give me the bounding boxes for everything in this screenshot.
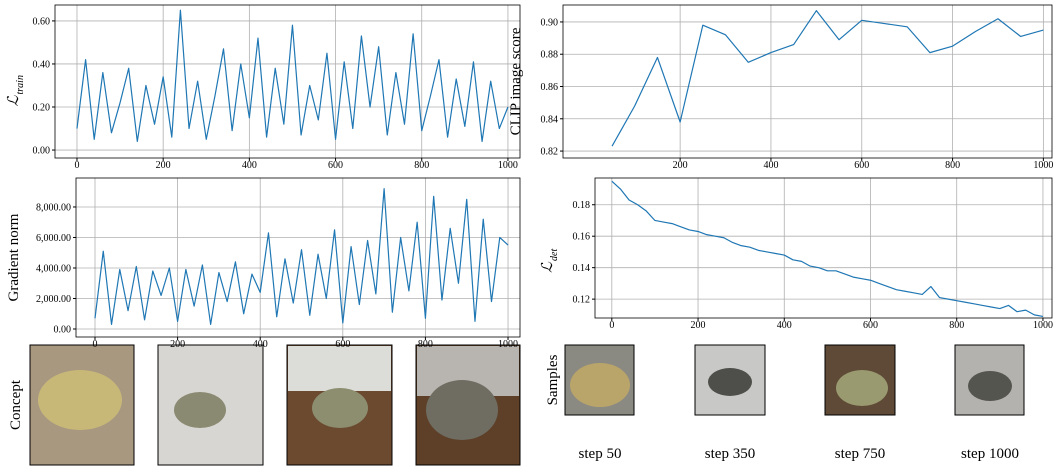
- figurine: [38, 370, 122, 430]
- x-tick-label: 200: [673, 160, 688, 171]
- x-tick-label: 200: [691, 320, 706, 331]
- y-axis-label: CLIP image score: [508, 27, 524, 135]
- chart: 200 400 600 800 1000 0.82 0.84 0.86 0.88 0.90 CLIP…: [508, 4, 1053, 171]
- sample-caption: step 50: [579, 446, 622, 462]
- y-tick-label: 0.90: [541, 17, 559, 28]
- x-tick-label: 800: [414, 160, 429, 171]
- data-line: [611, 10, 1044, 147]
- y-tick-label: 0.14: [573, 263, 591, 274]
- x-tick-label: 200: [170, 339, 185, 350]
- data-line: [94, 188, 509, 326]
- y-tick-label: 0.12: [573, 295, 591, 306]
- samples-label: Samples: [545, 354, 561, 405]
- x-tick-label: 400: [763, 160, 778, 171]
- x-tick-label: 600: [335, 339, 350, 350]
- y-axis-label-subscript: det: [549, 249, 560, 261]
- x-tick-label: 400: [777, 320, 792, 331]
- x-tick-label: 1000: [498, 160, 518, 171]
- figurine: [174, 392, 226, 428]
- figurine: [312, 388, 368, 428]
- y-axis-label: ℒ: [6, 94, 22, 106]
- y-tick-label: 0.84: [541, 114, 559, 125]
- y-tick-label: 0.82: [541, 147, 559, 158]
- background: [288, 346, 391, 391]
- x-tick-label: 600: [854, 160, 869, 171]
- x-tick-label: 200: [156, 160, 171, 171]
- y-tick-label: 4,000.00: [36, 263, 71, 274]
- figurine: [708, 368, 752, 396]
- y-tick-label: 2,000.00: [36, 294, 71, 305]
- y-tick-label: 0.86: [541, 82, 559, 93]
- y-axis-label: ℒ: [540, 261, 556, 273]
- y-axis-label-subscript: train: [15, 75, 26, 94]
- y-tick-label: 0.20: [33, 103, 51, 114]
- x-tick-label: 1000: [1033, 160, 1053, 171]
- y-tick-label: 0.00: [54, 324, 72, 335]
- figurine: [968, 371, 1012, 401]
- x-tick-label: 0: [74, 160, 79, 171]
- y-tick-label: 0.16: [573, 232, 591, 243]
- plot-frame: [54, 4, 521, 159]
- x-tick-label: 600: [328, 160, 343, 171]
- x-tick-label: 600: [863, 320, 878, 331]
- x-tick-label: 0: [92, 339, 97, 350]
- x-tick-label: 400: [253, 339, 268, 350]
- figurine: [570, 363, 630, 407]
- sample-images: [564, 344, 1025, 416]
- x-tick-label: 1000: [498, 339, 518, 350]
- chart: 0 200 400 600 800 1000 0.00 2,000.00 4,000.00 6,0…: [6, 177, 521, 350]
- x-tick-label: 800: [945, 160, 960, 171]
- y-tick-label: 8,000.00: [36, 202, 71, 213]
- x-tick-label: 0: [609, 320, 614, 331]
- figurine: [836, 370, 888, 406]
- sample-caption: step 350: [705, 446, 755, 462]
- data-line: [76, 9, 509, 143]
- figurine: [426, 380, 498, 440]
- x-tick-label: 400: [242, 160, 257, 171]
- y-tick-label: 0.88: [541, 50, 559, 61]
- x-tick-label: 1000: [1033, 320, 1053, 331]
- data-line: [611, 180, 1044, 318]
- x-tick-label: 800: [949, 320, 964, 331]
- plot-frame: [75, 177, 521, 338]
- y-tick-label: 0.18: [573, 200, 591, 211]
- concept-label: Concept: [8, 379, 24, 430]
- y-axis-label: Gradient norm: [6, 213, 22, 301]
- y-tick-label: 0.00: [33, 146, 51, 157]
- y-tick-label: 6,000.00: [36, 233, 71, 244]
- sample-caption: step 750: [835, 446, 885, 462]
- concept-images: [29, 344, 521, 466]
- plot-frame: [562, 4, 1053, 159]
- y-tick-label: 0.60: [33, 16, 51, 27]
- x-tick-label: 800: [418, 339, 433, 350]
- sample-caption: step 1000: [961, 446, 1019, 462]
- plot-frame: [594, 177, 1053, 319]
- y-tick-label: 0.40: [33, 59, 51, 70]
